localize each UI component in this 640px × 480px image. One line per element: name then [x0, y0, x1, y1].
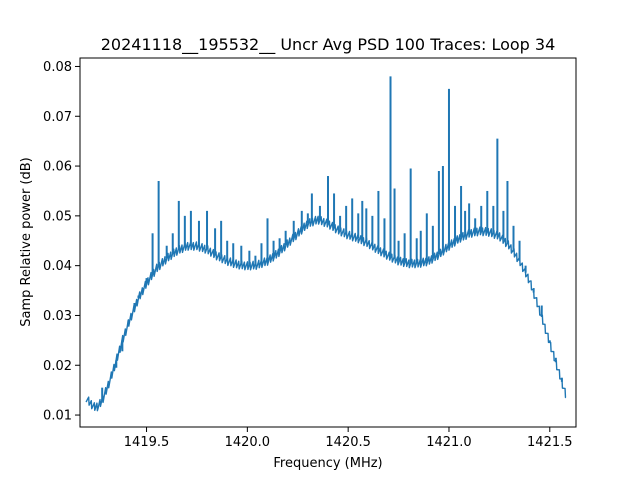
x-tick-label: 1420.0 — [225, 435, 271, 450]
y-axis-ticks: 0.01 0.02 0.03 0.04 0.05 0.06 0.07 0.08 — [43, 60, 80, 424]
y-tick-label: 0.02 — [43, 359, 72, 374]
x-axis-ticks: 1419.5 1420.0 1420.5 1421.0 1421.5 — [124, 427, 573, 450]
y-tick-label: 0.06 — [43, 160, 72, 175]
x-tick-label: 1421.0 — [426, 435, 472, 450]
x-tick-label: 1420.5 — [325, 435, 371, 450]
y-tick-label: 0.01 — [43, 409, 72, 424]
y-tick-label: 0.03 — [43, 309, 72, 324]
plot-area — [85, 76, 567, 412]
y-tick-label: 0.07 — [43, 110, 72, 125]
x-axis-label: Frequency (MHz) — [273, 456, 382, 471]
x-tick-label: 1421.5 — [527, 435, 573, 450]
y-tick-label: 0.08 — [43, 60, 72, 75]
y-tick-label: 0.04 — [43, 259, 72, 274]
y-tick-label: 0.05 — [43, 209, 72, 224]
series-line — [85, 215, 567, 412]
y-axis-label: Samp Relative power (dB) — [19, 157, 34, 326]
x-tick-label: 1419.5 — [124, 435, 170, 450]
chart-title: 20241118__195532__ Uncr Avg PSD 100 Trac… — [101, 35, 556, 55]
plot-frame — [79, 57, 577, 428]
